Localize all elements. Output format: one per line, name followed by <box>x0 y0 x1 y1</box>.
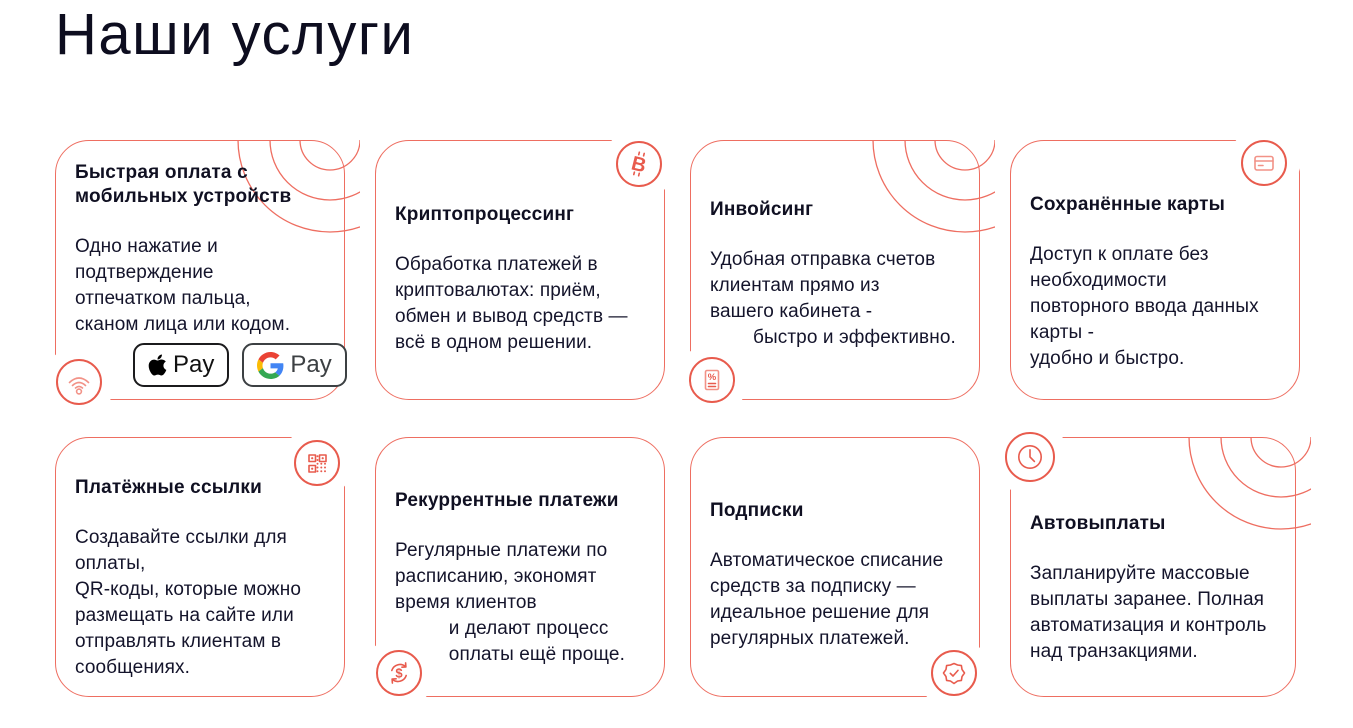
google-pay-button[interactable]: Pay <box>242 343 347 387</box>
google-logo-icon <box>257 351 284 379</box>
card-body: Обработка платежей в криптовалютах: приё… <box>395 254 628 353</box>
apple-pay-button[interactable]: Pay <box>133 343 230 387</box>
google-pay-label: Pay <box>290 351 332 378</box>
svg-text:B: B <box>629 153 648 178</box>
card-title: Криптопроцессинг <box>395 204 575 225</box>
card-title: Подписки <box>710 500 804 521</box>
invoice-percent-icon: % <box>689 357 735 403</box>
service-card-crypto-processing: B Криптопроцессинг Обработка платежей в … <box>375 140 665 400</box>
service-card-auto-payouts: Автовыплаты Запланируйте массовые выплат… <box>1005 432 1311 697</box>
clock-icon <box>1005 432 1055 482</box>
service-card-subscriptions: Подписки Автоматическое списание средств… <box>690 437 980 697</box>
card-body: Запланируйте массовые выплаты заранее. П… <box>1030 563 1267 662</box>
bitcoin-icon: B <box>616 141 662 187</box>
card-body: Одно нажатие и подтверждение отпечатком … <box>75 236 291 335</box>
card-body: Регулярные платежи по расписанию, эконом… <box>395 540 625 665</box>
contactless-icon <box>56 359 102 405</box>
card-title: Сохранённые карты <box>1030 194 1226 215</box>
svg-text:%: % <box>708 372 717 383</box>
service-card-recurring-payments: $ Рекуррентные платежи Регулярные платеж… <box>375 437 665 697</box>
card-title: Автовыплаты <box>1030 513 1166 534</box>
qr-code-icon <box>294 440 340 486</box>
card-title: Платёжные ссылки <box>75 477 263 498</box>
service-card-payment-links: Платёжные ссылки Создавайте ссылки для о… <box>55 437 345 697</box>
service-card-invoicing: % Инвойсинг Удобная отправка счетов клие… <box>689 140 995 403</box>
card-body: Доступ к оплате без необходимости повтор… <box>1030 244 1259 369</box>
badge-check-icon <box>931 650 977 696</box>
card-title: Рекуррентные платежи <box>395 490 619 511</box>
refresh-dollar-icon: $ <box>376 650 422 696</box>
card-body: Автоматическое списание средств за подпи… <box>710 550 944 649</box>
svg-text:$: $ <box>395 666 403 681</box>
apple-pay-label: Pay <box>173 351 215 378</box>
card-title: Быстрая оплата с мобильных устройств <box>75 162 292 207</box>
service-card-saved-cards: Сохранённые карты Доступ к оплате без не… <box>1010 140 1300 400</box>
apple-logo-icon <box>148 354 167 376</box>
card-title: Инвойсинг <box>710 199 814 220</box>
page-title: Наши услуги <box>55 2 415 67</box>
card-body: Создавайте ссылки для оплаты, QR-коды, к… <box>75 527 301 678</box>
credit-card-icon <box>1241 140 1287 186</box>
service-card-fast-mobile-payment: Быстрая оплата с мобильных устройств Одн… <box>55 140 360 405</box>
pay-buttons-row: Pay Pay <box>133 343 347 387</box>
card-body: Удобная отправка счетов клиентам прямо и… <box>710 249 956 348</box>
